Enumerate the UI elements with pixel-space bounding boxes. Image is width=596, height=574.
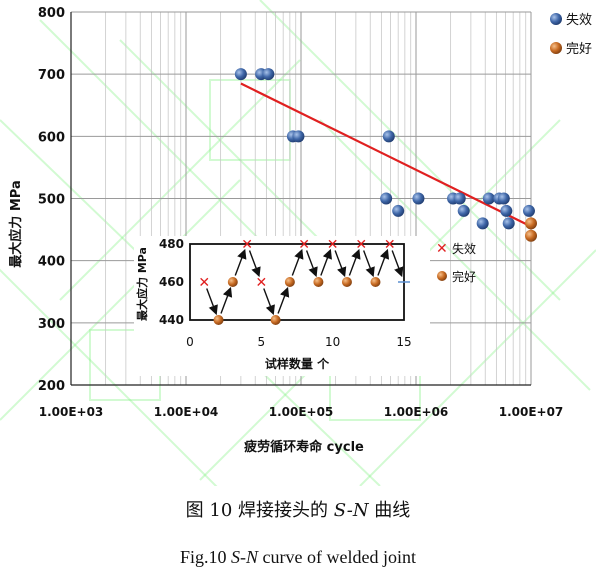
x-tick-label: 1.00E+06 [384,405,449,419]
y-tick-label: 600 [38,130,65,145]
failed-data-point [476,217,489,230]
inset-intact-point [370,277,381,287]
legend-intact-label: 完好 [566,42,592,57]
inset-intact-point [341,277,352,287]
intact-data-point [525,217,537,230]
failed-data-point [234,68,247,81]
inset-arrow [348,248,361,276]
y-tick-label: 300 [38,317,65,332]
main-points [234,68,537,242]
inset-arrow [320,248,332,276]
inset-arrow [234,248,247,276]
trendline [240,82,532,228]
inset-intact-point [313,277,324,287]
failed-data-point [380,192,393,205]
inset-x-tick-label: 15 [396,335,411,349]
failed-data-point [382,130,395,143]
inset-failed-point: ✕ [241,237,253,253]
x-tick-label: 1.00E+07 [499,405,564,419]
failed-data-point [482,192,495,205]
inset-points: ✕ ✕ ✕ ✕ ✕ ✕ ✕ [198,237,410,325]
y-tick-label: 500 [38,193,65,208]
main-legend: 失效 完好 [550,13,592,57]
inset-arrow [263,288,275,316]
legend-intact-marker [550,42,562,54]
inset-legend-intact-label: 完好 [452,269,476,284]
inset-failed-point: ✕ [255,275,267,291]
inset-arrow [291,248,304,276]
intact-data-point [525,229,537,242]
y-tick-label: 800 [38,6,65,21]
inset-arrow [363,250,375,278]
caption-english-suffix: curve of welded joint [258,547,416,567]
inset-failed-point: ✕ [298,237,310,253]
caption-chinese-sn: S-N [333,500,369,521]
inset-y-tick-label: 460 [159,275,184,289]
inset-legend: ✕ 失效 完好 [436,241,476,284]
inset-arrow [391,250,404,278]
inset-failed-point: ✕ [327,237,339,253]
inset-arrow [334,250,347,278]
failed-data-point [292,130,305,143]
failed-data-point [457,204,470,217]
main-x-axis-label: 疲劳循环寿命 cycle [244,439,364,455]
inset-arrow [248,250,261,278]
inset-x-tick-label: 5 [258,335,266,349]
legend-fail-marker [550,13,562,25]
failed-data-point [262,68,275,81]
caption-english: Fig.10 S-N curve of welded joint [0,547,596,568]
inset-failed-point: ✕ [355,237,367,253]
inset-arrow [277,286,290,314]
caption-english-prefix: Fig.10 [180,547,232,567]
caption-chinese-suffix: 曲线 [368,500,411,521]
legend-fail-label: 失效 [566,13,592,28]
main-axes: 200 300 400 500 600 700 800 1.00E+03 1.00E+04 1.0… [38,6,563,419]
inset-y-tick-label: 440 [159,313,184,327]
caption-chinese-prefix: 图 10 焊接接头的 [185,500,334,521]
inset-x-tick-label: 10 [325,335,340,349]
x-tick-label: 1.00E+03 [39,405,104,419]
x-tick-label: 1.00E+05 [269,405,334,419]
inset-y-tick-label: 480 [159,237,184,251]
failed-data-point [500,204,513,217]
inset-y-axis-label: 最大应力 MPa [135,247,149,321]
inset-intact-point [213,315,224,325]
trendline-layer [240,82,532,228]
sn-chart: 200 300 400 500 600 700 800 1.00E+03 1.00E+04 1.0… [0,0,596,486]
failed-data-point [522,204,535,217]
failed-data-point [502,217,515,230]
inset-legend-intact-marker [437,271,447,281]
inset-intact-point [227,277,238,287]
y-tick-label: 700 [38,68,65,83]
inset-x-tick-label: 0 [186,335,194,349]
inset-legend-fail-marker: ✕ [436,241,448,257]
failed-data-point [453,192,466,205]
y-tick-label: 400 [38,255,65,270]
failed-data-point [412,192,425,205]
inset-failed-point: ✕ [384,237,396,253]
inset-arrow [377,248,390,276]
x-tick-label: 1.00E+04 [154,405,219,419]
inset-arrow [305,250,318,278]
inset-intact-point [270,315,281,325]
y-tick-label: 200 [38,379,65,394]
inset-arrow [220,286,233,314]
failed-data-point [392,204,405,217]
inset-x-axis-label: 试样数量 个 [265,356,330,371]
inset-arrow [206,288,218,316]
inset-intact-point [284,277,295,287]
failed-data-point [497,192,510,205]
caption-chinese: 图 10 焊接接头的 S-N 曲线 [0,496,596,522]
inset-legend-fail-label: 失效 [452,241,476,256]
caption-english-sn: S-N [231,547,259,567]
inset-failed-point: ✕ [198,275,210,291]
main-y-axis-label: 最大应力 MPa [8,180,24,267]
inset-arrows [206,248,404,316]
